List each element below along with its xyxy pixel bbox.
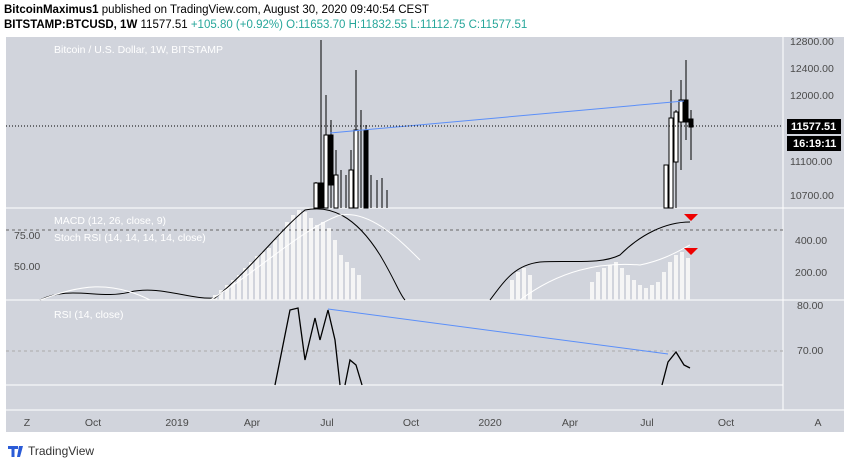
time-label: 2020: [478, 417, 502, 429]
rsi-line: [274, 307, 691, 386]
chart-area: [6, 37, 844, 432]
right-axis-label: 400.00: [795, 235, 827, 247]
countdown-tag: [787, 136, 841, 151]
author: BitcoinMaximus1: [4, 4, 99, 16]
time-label: Oct: [85, 417, 101, 429]
rsi-axis-label: 80.00: [797, 300, 823, 312]
brand: TradingView: [28, 444, 94, 458]
symbol: BITSTAMP:BTCUSD, 1W: [4, 19, 137, 31]
rsi-axis-label: 70.00: [797, 345, 823, 357]
change: +105.80 (+0.92%): [191, 19, 283, 31]
pane-label: RSI (14, close): [54, 309, 123, 321]
price-axis-label: 11100.00: [790, 156, 832, 168]
price-axis-label: 12000.00: [790, 90, 834, 102]
logo: [8, 446, 23, 457]
time-label: Oct: [403, 417, 419, 429]
signal-line: [39, 213, 691, 301]
left-axis-label: 50.00: [14, 261, 40, 273]
close: C:11577.51: [469, 19, 528, 31]
pane-label: Bitcoin / U.S. Dollar, 1W, BITSTAMP: [54, 44, 223, 56]
corner: A: [814, 417, 821, 429]
candles: [313, 40, 694, 209]
last: 11577.51: [141, 19, 188, 31]
price-axis-label: 10700.00: [790, 190, 834, 202]
time-label: Jul: [320, 417, 333, 429]
ohlc-line: BITSTAMP:BTCUSD, 1W 11577.51 +105.80 (+0…: [4, 19, 527, 31]
time-label: Jul: [640, 417, 653, 429]
price-axis-label: 12800.00: [790, 36, 834, 48]
left-axis-label: 75.00: [14, 230, 40, 242]
countdown: 16:19:11: [793, 138, 836, 150]
trend-line: [329, 100, 685, 134]
high: H:11832.55: [349, 19, 408, 31]
pane-label: MACD (12, 26, close, 9): [54, 215, 166, 227]
corner: Z: [24, 417, 31, 429]
right-axis-label: 200.00: [795, 267, 827, 279]
last-price: 11577.51: [791, 121, 836, 133]
time-label: Apr: [562, 417, 579, 429]
rsi-trend-line: [327, 308, 669, 355]
low: L:11112.75: [410, 19, 465, 31]
header-line: BitcoinMaximus1 published on TradingView…: [4, 4, 429, 16]
price-axis-label: 12400.00: [790, 63, 834, 75]
price-tag: [787, 119, 841, 134]
time-label: 2019: [165, 417, 189, 429]
time-label: Apr: [244, 417, 261, 429]
time-label: Oct: [718, 417, 734, 429]
open: O:11653.70: [286, 19, 345, 31]
pane-label: Stoch RSI (14, 14, 14, 14, close): [54, 232, 206, 244]
published: published on TradingView.com, August 30,…: [102, 4, 429, 16]
macd-line: [39, 208, 691, 301]
